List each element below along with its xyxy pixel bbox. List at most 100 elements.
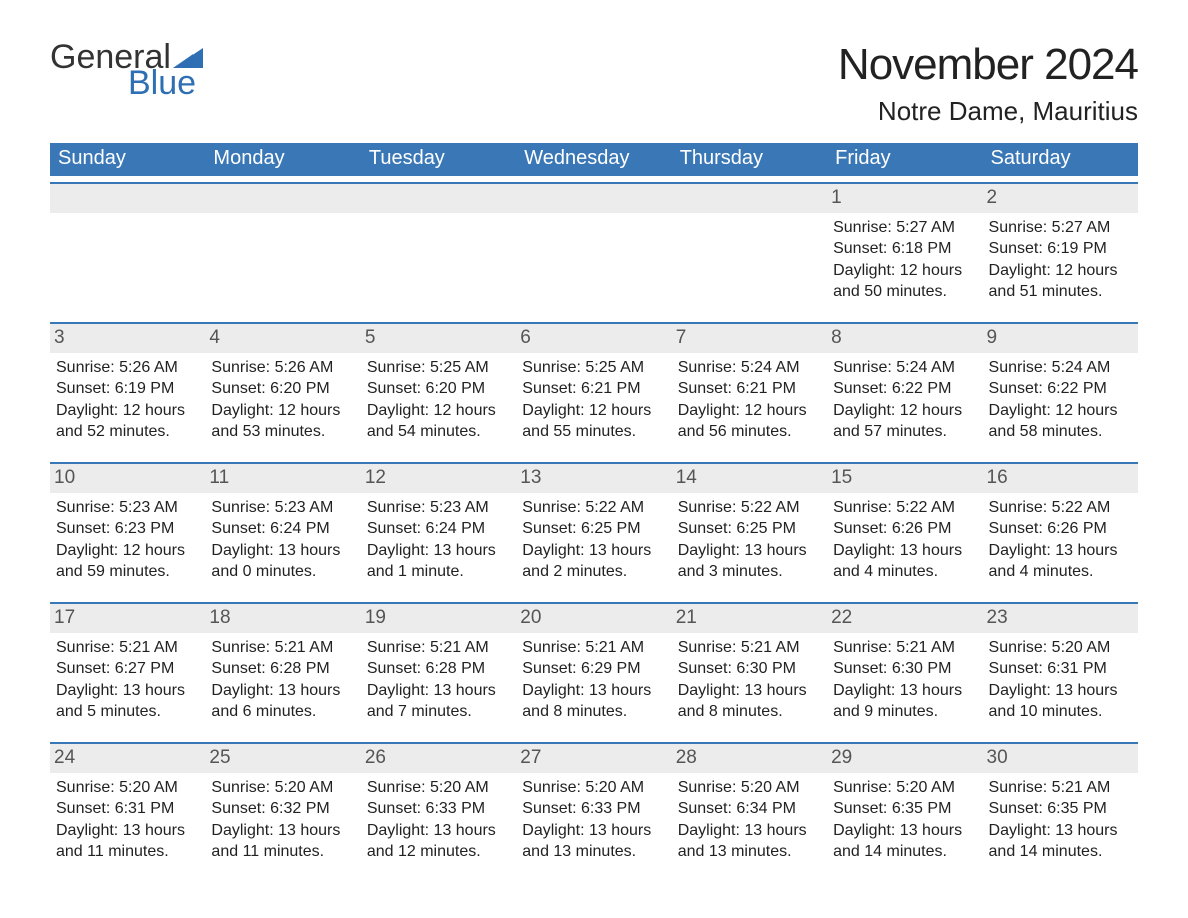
daylight2-line: and 14 minutes.: [833, 841, 976, 863]
daylight2-line: and 11 minutes.: [56, 841, 199, 863]
sunset-line: Sunset: 6:20 PM: [211, 378, 354, 400]
sunset-line: Sunset: 6:22 PM: [833, 378, 976, 400]
daylight1-line: Daylight: 12 hours: [989, 400, 1132, 422]
daylight1-line: Daylight: 13 hours: [989, 680, 1132, 702]
sunset-line: Sunset: 6:18 PM: [833, 238, 976, 260]
sunrise-line: Sunrise: 5:22 AM: [678, 497, 821, 519]
week-row: 10Sunrise: 5:23 AMSunset: 6:23 PMDayligh…: [50, 462, 1138, 596]
week-row: 24Sunrise: 5:20 AMSunset: 6:31 PMDayligh…: [50, 742, 1138, 876]
day-cell: 10Sunrise: 5:23 AMSunset: 6:23 PMDayligh…: [50, 464, 205, 596]
sunrise-line: Sunrise: 5:25 AM: [367, 357, 510, 379]
daylight1-line: Daylight: 13 hours: [522, 820, 665, 842]
calendar: Sunday Monday Tuesday Wednesday Thursday…: [50, 143, 1138, 876]
day-header: Friday: [827, 143, 982, 176]
day-cell: 12Sunrise: 5:23 AMSunset: 6:24 PMDayligh…: [361, 464, 516, 596]
sunset-line: Sunset: 6:26 PM: [833, 518, 976, 540]
daylight1-line: Daylight: 13 hours: [678, 540, 821, 562]
daylight2-line: and 0 minutes.: [211, 561, 354, 583]
sunset-line: Sunset: 6:26 PM: [989, 518, 1132, 540]
daylight1-line: Daylight: 13 hours: [989, 540, 1132, 562]
sunrise-line: Sunrise: 5:26 AM: [211, 357, 354, 379]
sunset-line: Sunset: 6:28 PM: [211, 658, 354, 680]
daylight1-line: Daylight: 13 hours: [833, 540, 976, 562]
daylight1-line: Daylight: 12 hours: [989, 260, 1132, 282]
daylight2-line: and 54 minutes.: [367, 421, 510, 443]
date-number: 25: [205, 744, 360, 773]
date-number: 4: [205, 324, 360, 353]
daylight1-line: Daylight: 12 hours: [522, 400, 665, 422]
sunset-line: Sunset: 6:24 PM: [367, 518, 510, 540]
sunset-line: Sunset: 6:31 PM: [56, 798, 199, 820]
sunrise-line: Sunrise: 5:20 AM: [989, 637, 1132, 659]
date-number: 30: [983, 744, 1138, 773]
date-number: [516, 184, 671, 213]
sunrise-line: Sunrise: 5:20 AM: [367, 777, 510, 799]
day-header: Thursday: [672, 143, 827, 176]
daylight1-line: Daylight: 13 hours: [989, 820, 1132, 842]
sunset-line: Sunset: 6:31 PM: [989, 658, 1132, 680]
date-number: 6: [516, 324, 671, 353]
daylight2-line: and 7 minutes.: [367, 701, 510, 723]
daylight2-line: and 6 minutes.: [211, 701, 354, 723]
date-number: 20: [516, 604, 671, 633]
daylight1-line: Daylight: 12 hours: [56, 540, 199, 562]
date-number: 15: [827, 464, 982, 493]
sunset-line: Sunset: 6:33 PM: [367, 798, 510, 820]
date-number: 23: [983, 604, 1138, 633]
sunrise-line: Sunrise: 5:20 AM: [522, 777, 665, 799]
sunset-line: Sunset: 6:29 PM: [522, 658, 665, 680]
date-number: 26: [361, 744, 516, 773]
day-cell: 26Sunrise: 5:20 AMSunset: 6:33 PMDayligh…: [361, 744, 516, 876]
day-header-row: Sunday Monday Tuesday Wednesday Thursday…: [50, 143, 1138, 176]
day-cell: 15Sunrise: 5:22 AMSunset: 6:26 PMDayligh…: [827, 464, 982, 596]
sunrise-line: Sunrise: 5:25 AM: [522, 357, 665, 379]
daylight2-line: and 58 minutes.: [989, 421, 1132, 443]
daylight2-line: and 57 minutes.: [833, 421, 976, 443]
daylight2-line: and 2 minutes.: [522, 561, 665, 583]
day-cell: 22Sunrise: 5:21 AMSunset: 6:30 PMDayligh…: [827, 604, 982, 736]
day-header: Monday: [205, 143, 360, 176]
sunrise-line: Sunrise: 5:23 AM: [56, 497, 199, 519]
day-cell: 13Sunrise: 5:22 AMSunset: 6:25 PMDayligh…: [516, 464, 671, 596]
day-cell: 18Sunrise: 5:21 AMSunset: 6:28 PMDayligh…: [205, 604, 360, 736]
month-title: November 2024: [838, 40, 1138, 90]
day-header: Wednesday: [516, 143, 671, 176]
sunrise-line: Sunrise: 5:22 AM: [989, 497, 1132, 519]
week-row: 1Sunrise: 5:27 AMSunset: 6:18 PMDaylight…: [50, 182, 1138, 316]
header: General Blue November 2024 Notre Dame, M…: [50, 40, 1138, 127]
daylight2-line: and 4 minutes.: [833, 561, 976, 583]
sunrise-line: Sunrise: 5:27 AM: [833, 217, 976, 239]
daylight1-line: Daylight: 13 hours: [833, 680, 976, 702]
daylight2-line: and 12 minutes.: [367, 841, 510, 863]
week-row: 17Sunrise: 5:21 AMSunset: 6:27 PMDayligh…: [50, 602, 1138, 736]
sunrise-line: Sunrise: 5:26 AM: [56, 357, 199, 379]
day-cell: 2Sunrise: 5:27 AMSunset: 6:19 PMDaylight…: [983, 184, 1138, 316]
day-cell: [50, 184, 205, 316]
sunset-line: Sunset: 6:32 PM: [211, 798, 354, 820]
day-cell: 14Sunrise: 5:22 AMSunset: 6:25 PMDayligh…: [672, 464, 827, 596]
date-number: 16: [983, 464, 1138, 493]
daylight2-line: and 53 minutes.: [211, 421, 354, 443]
day-cell: 23 Sunrise: 5:20 AMSunset: 6:31 PMDayligh…: [983, 604, 1138, 736]
date-number: [50, 184, 205, 213]
daylight2-line: and 51 minutes.: [989, 281, 1132, 303]
sunset-line: Sunset: 6:30 PM: [678, 658, 821, 680]
sunrise-line: Sunrise: 5:21 AM: [367, 637, 510, 659]
daylight1-line: Daylight: 13 hours: [678, 680, 821, 702]
date-number: 7: [672, 324, 827, 353]
daylight2-line: and 3 minutes.: [678, 561, 821, 583]
week-row: 3Sunrise: 5:26 AMSunset: 6:19 PMDaylight…: [50, 322, 1138, 456]
day-cell: 4Sunrise: 5:26 AMSunset: 6:20 PMDaylight…: [205, 324, 360, 456]
sunrise-line: Sunrise: 5:20 AM: [56, 777, 199, 799]
day-cell: 17Sunrise: 5:21 AMSunset: 6:27 PMDayligh…: [50, 604, 205, 736]
day-cell: [361, 184, 516, 316]
day-cell: 9Sunrise: 5:24 AMSunset: 6:22 PMDaylight…: [983, 324, 1138, 456]
sunrise-line: Sunrise: 5:27 AM: [989, 217, 1132, 239]
date-number: 22: [827, 604, 982, 633]
day-cell: 30Sunrise: 5:21 AMSunset: 6:35 PMDayligh…: [983, 744, 1138, 876]
day-cell: [672, 184, 827, 316]
day-header: Sunday: [50, 143, 205, 176]
daylight2-line: and 8 minutes.: [522, 701, 665, 723]
date-number: [361, 184, 516, 213]
date-number: 2: [983, 184, 1138, 213]
